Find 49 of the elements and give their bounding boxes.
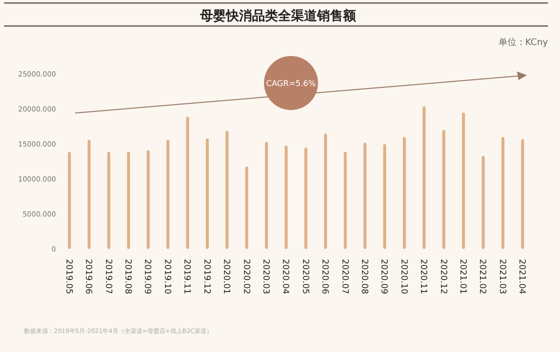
x-tick-label: 2021.02 <box>477 259 488 294</box>
bar <box>442 130 446 249</box>
x-tick-label: 2020.11 <box>418 259 428 294</box>
x-tick-label: 2019.11 <box>182 259 192 294</box>
text: 单位：KCny <box>498 37 549 48</box>
x-tick-label: 2020.10 <box>398 259 408 294</box>
x-tick-label: 2019.12 <box>201 259 212 294</box>
x-tick-label: 2020.02 <box>240 259 251 294</box>
bar <box>284 145 288 249</box>
chart-title: 母婴快消品类全渠道销售额 <box>199 8 357 24</box>
bar <box>146 150 150 249</box>
bar <box>422 106 426 249</box>
bar <box>402 137 406 249</box>
bar <box>186 116 190 249</box>
bar <box>264 142 268 249</box>
bar <box>68 152 71 249</box>
bar <box>107 152 110 249</box>
x-tick-label: 2020.01 <box>221 259 232 294</box>
bar <box>383 144 386 249</box>
bar <box>304 148 308 249</box>
x-tick-label: 2019.09 <box>142 259 152 294</box>
x-tick-label: 2020.05 <box>300 259 310 294</box>
x-tick-label: 2020.07 <box>339 259 350 294</box>
bar <box>88 140 91 249</box>
bar <box>482 156 485 249</box>
bar <box>363 142 366 249</box>
bar <box>521 139 524 249</box>
annotation: CAGR=5.6% <box>266 78 316 88</box>
x-tick-label: 2019.08 <box>122 259 133 294</box>
bar <box>206 138 209 249</box>
x-tick-label: 2020.06 <box>320 259 330 294</box>
bar <box>462 112 465 249</box>
bar <box>166 140 170 249</box>
x-tick-label: 2021.04 <box>516 259 527 294</box>
x-tick-label: 2020.04 <box>280 259 290 294</box>
bar <box>324 134 328 249</box>
x-tick-label: 2021.01 <box>458 259 468 294</box>
x-tick-label: 2019.07 <box>102 259 113 294</box>
x-tick-label: 2019.05 <box>63 259 74 294</box>
x-tick-label: 2020.12 <box>438 259 448 294</box>
bar <box>501 137 504 249</box>
x-tick-label: 2019.06 <box>83 259 94 294</box>
x-tick-label: 2020.09 <box>378 259 389 294</box>
x-tick-label: 2019.10 <box>162 259 172 294</box>
bar <box>226 130 229 249</box>
x-tick-label: 2020.08 <box>358 259 369 294</box>
x-tick-label: 2020.03 <box>260 259 270 294</box>
bar <box>127 152 130 249</box>
x-tick-label: 2021.03 <box>496 259 507 294</box>
